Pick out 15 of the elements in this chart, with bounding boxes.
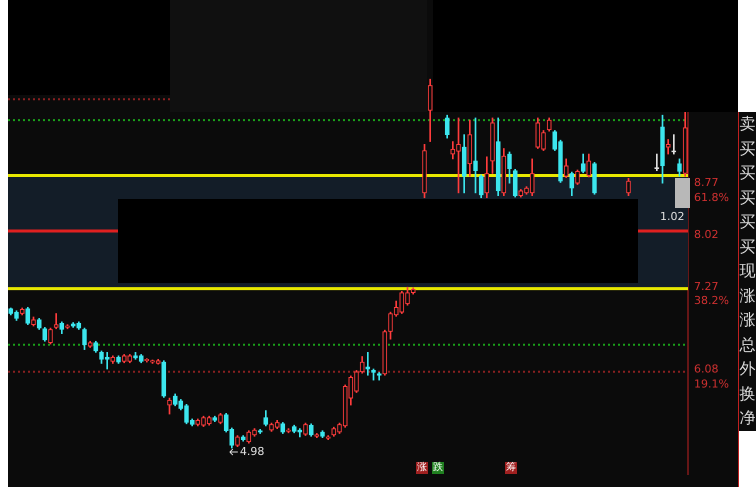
y-tick-label: 8.02	[694, 228, 718, 242]
text: 卖买买买买买现涨涨总外换净	[740, 114, 756, 427]
annotation: 涨	[416, 462, 428, 474]
y-tick-label: 8.77	[694, 176, 718, 190]
y2-tick-label: 38.2%	[694, 294, 729, 308]
candlestick	[473, 118, 478, 194]
annotation: 4.98	[240, 444, 264, 458]
y2-tick-label: 19.1%	[694, 377, 729, 390]
annotation: 1.02	[660, 210, 684, 223]
annotation: 筹	[505, 462, 517, 474]
y-tick-label: 6.08	[694, 362, 718, 376]
y2-tick-label: 61.8%	[694, 190, 729, 204]
candlestick	[371, 368, 376, 380]
y-tick-label: 7.27	[694, 280, 718, 294]
annotation: 跌	[432, 462, 444, 474]
